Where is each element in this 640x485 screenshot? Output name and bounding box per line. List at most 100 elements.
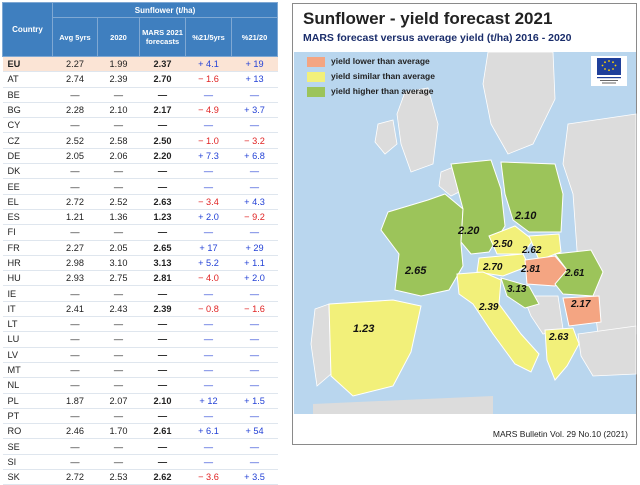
- table-row: RO 2.46 1.70 2.61 + 6.1 + 54: [2, 423, 278, 440]
- avg-5yrs-cell: —: [52, 331, 98, 348]
- country-cell: ES: [2, 209, 53, 226]
- pct-21-20-cell: + 54: [231, 423, 278, 440]
- avg-5yrs-cell: 2.27: [52, 240, 98, 256]
- avg-5yrs-cell: 2.28: [52, 102, 98, 119]
- country-cell: NL: [2, 377, 53, 394]
- pct-21-5yrs-cell: − 3.6: [185, 469, 232, 485]
- country-poland: [500, 161, 564, 233]
- avg-5yrs-cell: 2.46: [52, 423, 98, 440]
- pct-21-5yrs-cell: + 12: [185, 393, 232, 409]
- country-cell: SI: [2, 454, 53, 471]
- table-row: FR 2.27 2.05 2.65 + 17 + 29: [2, 240, 278, 256]
- forecast-2021-cell: —: [139, 454, 186, 471]
- pct-21-5yrs-cell: − 0.8: [185, 301, 232, 318]
- avg-5yrs-cell: 2.05: [52, 148, 98, 165]
- map-label-italy: 2.39: [478, 302, 499, 313]
- avg-5yrs-cell: —: [52, 224, 98, 241]
- pct-21-20-cell: + 4.3: [231, 194, 278, 210]
- avg-5yrs-cell: —: [52, 362, 98, 379]
- table-row: ES 1.21 1.36 1.23 + 2.0− 9.2: [2, 209, 278, 226]
- year-2020-cell: 2.06: [97, 148, 140, 165]
- pct-21-20-cell: + 2.0: [231, 270, 278, 287]
- column-header-country: Country: [2, 2, 53, 57]
- land-uk: [396, 87, 439, 173]
- country-cell: AT: [2, 71, 53, 88]
- pct-21-5yrs-cell: + 6.1: [185, 423, 232, 440]
- table-row: FI — — — — —: [2, 224, 278, 241]
- pct-21-20-cell: + 3.7: [231, 102, 278, 119]
- country-cell: FR: [2, 240, 53, 256]
- year-2020-cell: —: [97, 408, 140, 425]
- pct-21-20-cell: + 3.5: [231, 469, 278, 485]
- europe-map: 2.10 2.20 2.50 2.62 2.70 2.81 2.65 2.61 …: [294, 51, 637, 414]
- avg-5yrs-cell: —: [52, 316, 98, 333]
- map-label-poland: 2.10: [514, 210, 537, 222]
- table-row: HU 2.93 2.75 2.81− 4.0 + 2.0: [2, 270, 278, 287]
- legend-label-higher: yield higher than average: [331, 86, 434, 96]
- country-cell: LV: [2, 347, 53, 363]
- country-cell: PT: [2, 408, 53, 425]
- year-2020-cell: —: [97, 178, 140, 195]
- year-2020-cell: 2.53: [97, 469, 140, 485]
- avg-5yrs-cell: —: [52, 408, 98, 425]
- avg-5yrs-cell: —: [52, 454, 98, 471]
- pct-21-5yrs-cell: —: [185, 316, 232, 333]
- year-2020-cell: —: [97, 331, 140, 348]
- year-2020-cell: —: [97, 87, 140, 103]
- pct-21-20-cell: + 29: [231, 240, 278, 256]
- avg-5yrs-cell: 2.52: [52, 132, 98, 149]
- country-cell: BG: [2, 102, 53, 119]
- map-subtitle: MARS forecast versus average yield (t/ha…: [303, 32, 572, 44]
- year-2020-cell: —: [97, 347, 140, 363]
- year-2020-cell: 2.07: [97, 393, 140, 409]
- pct-21-5yrs-cell: —: [185, 454, 232, 471]
- land-north-africa: [313, 396, 493, 414]
- country-cell: BE: [2, 87, 53, 103]
- pct-21-5yrs-cell: − 1.0: [185, 132, 232, 149]
- forecast-2021-cell: —: [139, 408, 186, 425]
- legend-label-lower: yield lower than average: [331, 56, 430, 66]
- forecast-2021-cell: —: [139, 438, 186, 455]
- forecast-2021-cell: —: [139, 163, 186, 180]
- country-cell: IE: [2, 285, 53, 302]
- country-france: [380, 193, 464, 297]
- column-header-mars-2021-forecasts: MARS 2021 forecasts: [139, 17, 186, 57]
- yield-table-panel: Country Sunflower (t/ha) Avg 5yrs 2020 M…: [2, 2, 279, 485]
- year-2020-cell: —: [97, 362, 140, 379]
- pct-21-5yrs-cell: + 2.0: [185, 209, 232, 226]
- forecast-2021-cell: —: [139, 285, 186, 302]
- year-2020-cell: —: [97, 224, 140, 241]
- pct-21-5yrs-cell: —: [185, 178, 232, 195]
- forecast-2021-cell: —: [139, 87, 186, 103]
- land-portugal: [310, 303, 332, 387]
- year-2020-cell: 1.70: [97, 423, 140, 440]
- forecast-2021-cell: —: [139, 178, 186, 195]
- map-label-greece: 2.63: [548, 332, 569, 343]
- forecast-2021-cell: 2.65: [139, 240, 186, 256]
- country-spain: [328, 299, 422, 397]
- forecast-2021-cell: 3.13: [139, 255, 186, 272]
- pct-21-5yrs-cell: —: [185, 163, 232, 180]
- forecast-2021-cell: 2.20: [139, 148, 186, 165]
- year-2020-cell: —: [97, 438, 140, 455]
- forecast-2021-cell: —: [139, 362, 186, 379]
- table-row: SI — — — — —: [2, 454, 278, 471]
- pct-21-20-cell: + 1.5: [231, 393, 278, 409]
- pct-21-20-cell: + 19: [231, 56, 278, 73]
- pct-21-20-cell: − 9.2: [231, 209, 278, 226]
- pct-21-5yrs-cell: + 4.1: [185, 56, 232, 73]
- country-cell: HU: [2, 270, 53, 287]
- map-title: Sunflower - yield forecast 2021: [303, 9, 553, 28]
- pct-21-20-cell: —: [231, 454, 278, 471]
- eu-commission-logo: [591, 56, 627, 86]
- country-cell: LT: [2, 316, 53, 333]
- map-label-germany: 2.20: [457, 225, 480, 237]
- country-italy: [456, 271, 540, 373]
- map-label-france: 2.65: [404, 265, 427, 277]
- country-austria: [476, 253, 530, 277]
- pct-21-5yrs-cell: —: [185, 331, 232, 348]
- pct-21-20-cell: —: [231, 224, 278, 241]
- country-cell: CZ: [2, 132, 53, 149]
- avg-5yrs-cell: —: [52, 377, 98, 394]
- pct-21-5yrs-cell: —: [185, 362, 232, 379]
